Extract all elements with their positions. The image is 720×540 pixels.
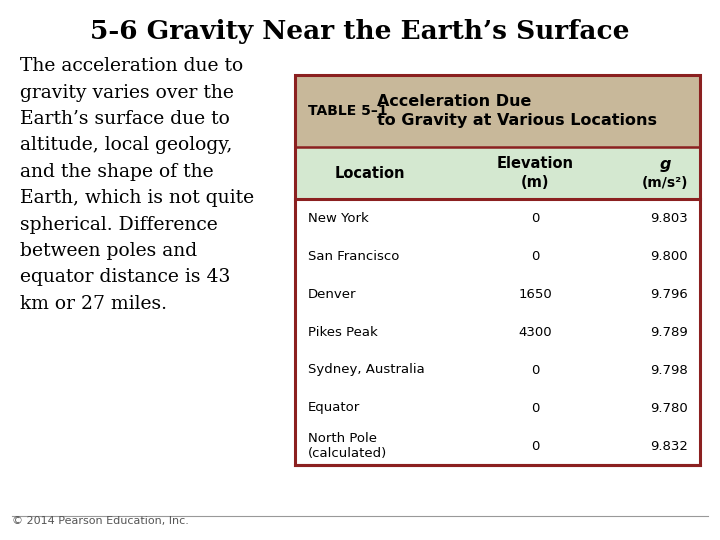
FancyBboxPatch shape — [295, 75, 700, 465]
Text: 0: 0 — [531, 249, 539, 262]
Text: g: g — [660, 158, 671, 172]
Text: © 2014 Pearson Education, Inc.: © 2014 Pearson Education, Inc. — [12, 516, 189, 526]
Text: 9.796: 9.796 — [650, 287, 688, 300]
Text: 0: 0 — [531, 440, 539, 453]
Text: 5-6 Gravity Near the Earth’s Surface: 5-6 Gravity Near the Earth’s Surface — [90, 19, 630, 44]
Text: 0: 0 — [531, 212, 539, 225]
FancyBboxPatch shape — [295, 199, 700, 465]
Text: The acceleration due to
gravity varies over the
Earth’s surface due to
altitude,: The acceleration due to gravity varies o… — [20, 57, 254, 313]
Text: Sydney, Australia: Sydney, Australia — [308, 363, 425, 376]
Text: 9.800: 9.800 — [650, 249, 688, 262]
Text: 0: 0 — [531, 402, 539, 415]
Text: 4300: 4300 — [518, 326, 552, 339]
Text: New York: New York — [308, 212, 369, 225]
Text: 1650: 1650 — [518, 287, 552, 300]
Text: North Pole
(calculated): North Pole (calculated) — [308, 432, 387, 460]
FancyBboxPatch shape — [295, 147, 700, 199]
Text: Denver: Denver — [308, 287, 356, 300]
Text: (m/s²): (m/s²) — [642, 176, 688, 190]
Text: Acceleration Due
to Gravity at Various Locations: Acceleration Due to Gravity at Various L… — [377, 93, 657, 129]
Text: TABLE 5–1: TABLE 5–1 — [308, 104, 387, 118]
Text: 9.789: 9.789 — [650, 326, 688, 339]
Text: Equator: Equator — [308, 402, 360, 415]
Text: 9.798: 9.798 — [650, 363, 688, 376]
Text: 9.832: 9.832 — [650, 440, 688, 453]
Text: 9.803: 9.803 — [650, 212, 688, 225]
Text: Pikes Peak: Pikes Peak — [308, 326, 378, 339]
Text: 0: 0 — [531, 363, 539, 376]
Text: Elevation
(m): Elevation (m) — [497, 156, 574, 190]
Text: 9.780: 9.780 — [650, 402, 688, 415]
Text: Location: Location — [335, 165, 405, 180]
Text: San Francisco: San Francisco — [308, 249, 400, 262]
